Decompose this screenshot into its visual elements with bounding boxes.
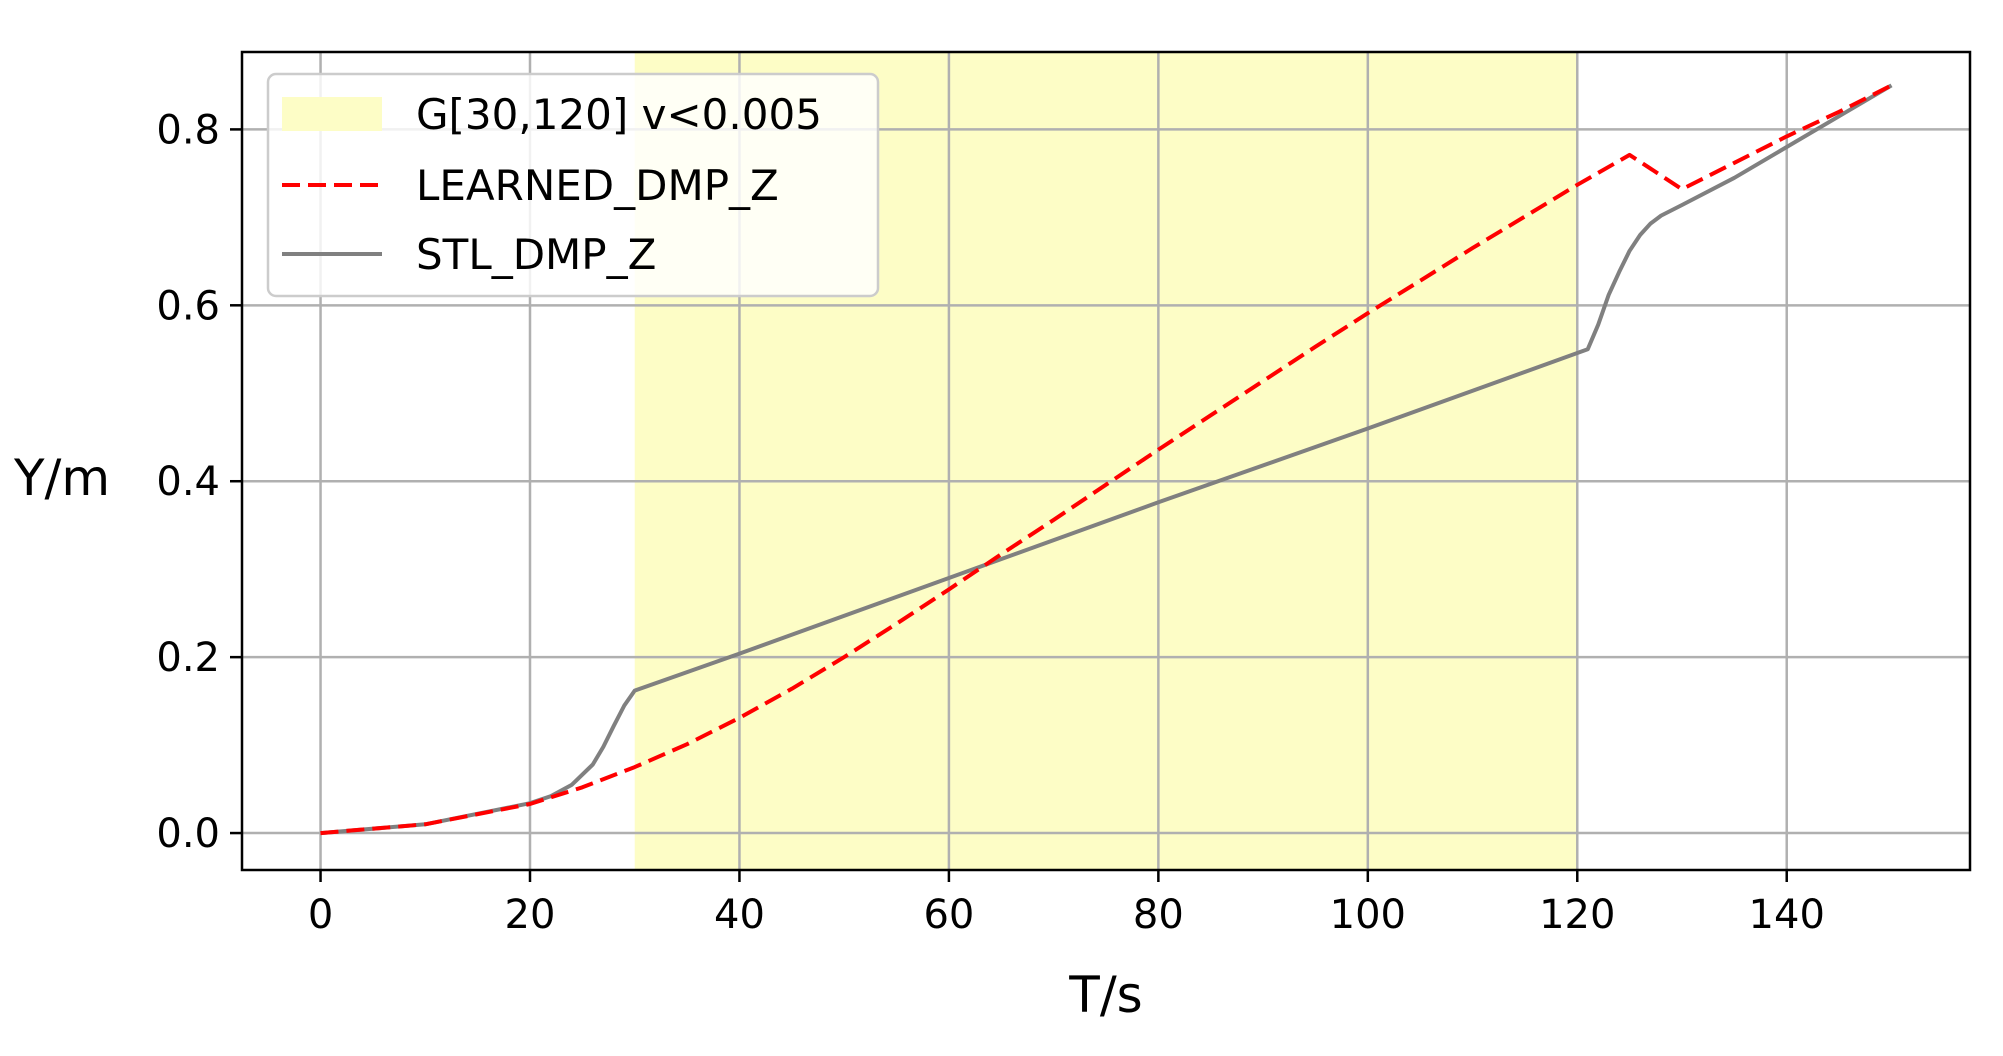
x-tick-label: 80 [1133,892,1184,938]
y-tick-label: 0.4 [156,459,220,505]
x-tick-label: 120 [1539,892,1615,938]
y-tick-label: 0.8 [156,107,220,153]
legend: G[30,120] v<0.005 LEARNED_DMP_Z STL_DMP_Z [266,72,880,298]
x-tick-label: 60 [923,892,974,938]
y-tick-label: 0.6 [156,283,220,329]
series-line-stl-dmp-z [320,83,1893,836]
series-line-learned-dmp-z [320,83,1893,836]
legend-swatch-shaded-region [282,97,382,131]
legend-box [266,72,880,298]
x-tick-label: 40 [714,892,765,938]
x-tick-label: 140 [1749,892,1825,938]
y-axis-label: Y/m [13,449,110,507]
legend-label: STL_DMP_Z [416,230,656,279]
x-axis-label: T/s [1068,966,1142,1024]
legend-label: G[30,120] v<0.005 [416,90,822,139]
x-tick-label: 0 [308,892,333,938]
x-tick-label: 100 [1330,892,1406,938]
legend-label: LEARNED_DMP_Z [416,161,779,210]
x-tick-label: 20 [505,892,556,938]
plot-frame [240,50,1972,872]
y-tick-label: 0.2 [156,635,220,681]
y-tick-label: 0.0 [156,811,220,857]
